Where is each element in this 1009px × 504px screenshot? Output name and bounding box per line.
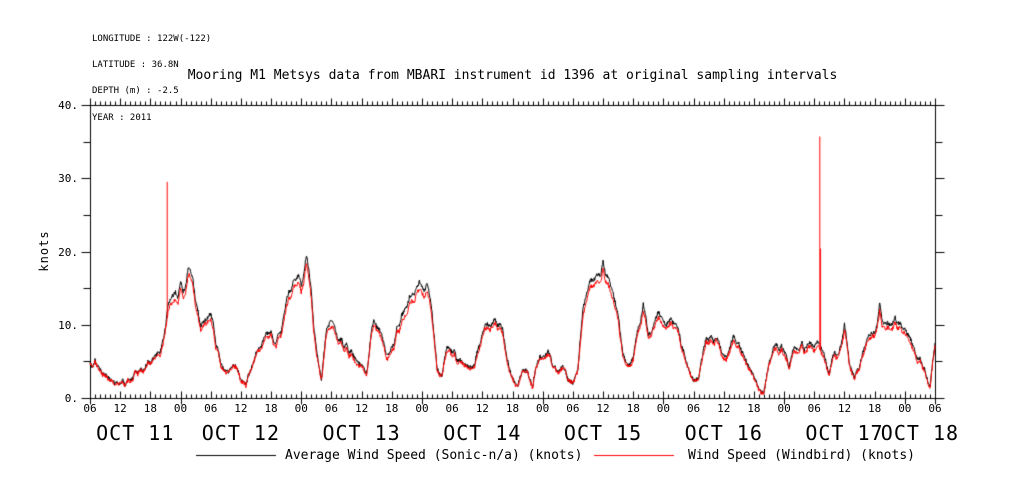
x-hour-tick-label: 00 <box>173 402 188 415</box>
x-date-label: OCT 15 <box>563 421 643 445</box>
x-hour-tick-label: 12 <box>596 402 610 415</box>
x-date-label: OCT 18 <box>880 421 960 445</box>
x-date-label: OCT 11 <box>96 421 175 445</box>
x-hour-tick-label: 00 <box>777 402 791 415</box>
x-hour-tick-label: 18 <box>505 402 520 415</box>
x-hour-tick-label: 00 <box>656 402 671 415</box>
y-tick-label: 20. <box>58 245 78 259</box>
y-tick-label: 10. <box>58 318 78 332</box>
legend-label-sonic: Average Wind Speed (Sonic-n/a) (knots) <box>285 448 583 463</box>
x-hour-tick-label: 12 <box>354 402 369 415</box>
x-hour-tick-label: 18 <box>747 402 761 415</box>
x-hour-tick-label: 06 <box>83 402 97 415</box>
x-date-label: OCT 16 <box>684 421 763 445</box>
x-hour-tick-label: 00 <box>536 402 550 415</box>
x-hour-tick-label: 00 <box>415 402 429 415</box>
header-metadata: LONGITUDE : 122W(-122) LATITUDE : 36.8N … <box>92 17 211 140</box>
x-hour-tick-label: 18 <box>626 402 640 415</box>
meta-longitude: LONGITUDE : 122W(-122) <box>92 33 212 44</box>
x-hour-tick-label: 06 <box>928 402 942 415</box>
x-hour-tick-label: 06 <box>445 402 459 415</box>
meta-year: YEAR : 2011 <box>92 112 152 123</box>
x-hour-tick-label: 06 <box>686 402 701 415</box>
chart-title: Mooring M1 Metsys data from MBARI instru… <box>187 68 838 83</box>
x-hour-tick-label: 00 <box>898 402 912 415</box>
x-date-label: OCT 13 <box>322 421 401 445</box>
x-hour-tick-label: 18 <box>143 402 157 415</box>
x-hour-tick-label: 06 <box>204 402 218 415</box>
x-date-label: OCT 12 <box>201 421 281 445</box>
legend-label-windbird: Wind Speed (Windbird) (knots) <box>688 448 915 463</box>
x-date-label: OCT 14 <box>443 421 522 445</box>
x-hour-tick-label: 12 <box>113 402 127 415</box>
y-tick-label: 0. <box>64 392 78 405</box>
x-hour-tick-label: 06 <box>807 402 821 415</box>
x-hour-tick-label: 12 <box>475 402 489 415</box>
x-hour-tick-label: 18 <box>385 402 399 415</box>
y-tick-label: 40. <box>58 99 78 112</box>
x-hour-tick-label: 18 <box>264 402 278 415</box>
x-hour-tick-label: 12 <box>717 402 731 415</box>
x-hour-tick-label: 12 <box>234 402 248 415</box>
meta-depth: DEPTH (m) : -2.5 <box>92 86 179 97</box>
x-date-label: OCT 17 <box>805 421 884 445</box>
x-hour-tick-label: 06 <box>324 402 339 415</box>
meta-latitude: LATITUDE : 36.8N <box>92 59 179 70</box>
y-tick-label: 30. <box>58 172 78 186</box>
x-hour-tick-label: 06 <box>566 402 580 415</box>
x-hour-tick-label: 12 <box>837 402 852 415</box>
x-hour-tick-label: 00 <box>294 402 308 415</box>
x-hour-tick-label: 18 <box>868 402 882 415</box>
